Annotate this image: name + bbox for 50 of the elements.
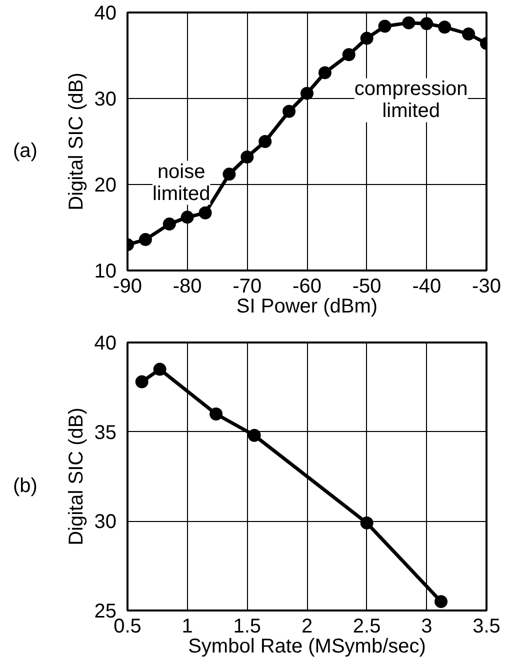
- x-tick-label: -60: [292, 276, 322, 298]
- y-tick-label: 35: [94, 422, 117, 444]
- point: [138, 233, 152, 246]
- point: [282, 104, 296, 118]
- y-tick-label: 40: [94, 332, 117, 354]
- annotation: noise limited: [152, 160, 210, 205]
- point: [248, 428, 261, 442]
- point: [434, 595, 448, 608]
- x-tick-label: -50: [352, 276, 382, 298]
- x-tick-label: 0.5: [114, 616, 142, 638]
- point: [222, 168, 236, 181]
- point: [360, 32, 374, 45]
- point: [258, 135, 272, 148]
- y-tick-label: 20: [94, 174, 117, 196]
- x-tick-label: -80: [172, 276, 202, 298]
- point: [438, 20, 452, 34]
- y-tick-label: 30: [94, 88, 117, 110]
- x-tick-label: -70: [232, 276, 262, 298]
- point: [342, 48, 356, 62]
- point: [198, 206, 212, 220]
- y-axis-title: Digital SIC (dB): [65, 72, 88, 210]
- y-axis-title: Digital SIC (dB): [65, 408, 88, 546]
- point: [135, 375, 148, 388]
- x-tick-label: 1: [182, 616, 193, 638]
- point: [162, 218, 176, 231]
- x-axis-title: SI Power (dBm): [236, 296, 378, 318]
- point: [360, 516, 374, 530]
- text: (a): [13, 139, 38, 164]
- y-tick-label: 40: [94, 2, 117, 24]
- point: [300, 86, 314, 100]
- point: [240, 150, 254, 164]
- point: [402, 16, 416, 30]
- x-tick-label: 1.5: [233, 616, 262, 638]
- x-tick-label: 2: [301, 616, 313, 638]
- point: [153, 362, 166, 376]
- x-tick-label: 3: [421, 616, 432, 638]
- x-tick-label: -40: [412, 276, 442, 298]
- point: [420, 17, 434, 30]
- annotation: compression limited: [354, 78, 468, 122]
- point: [462, 28, 476, 40]
- x-axis-title: Symbol Rate (MSymb/sec): [188, 636, 426, 658]
- y-tick-label: 30: [94, 511, 117, 534]
- point: [318, 66, 332, 80]
- text: (b): [13, 474, 38, 499]
- point: [180, 210, 194, 224]
- x-tick-label: 2.5: [352, 616, 381, 638]
- point: [210, 407, 223, 420]
- x-tick-label: -30: [472, 276, 501, 298]
- x-tick-label: 3.5: [472, 616, 500, 638]
- point: [378, 20, 392, 33]
